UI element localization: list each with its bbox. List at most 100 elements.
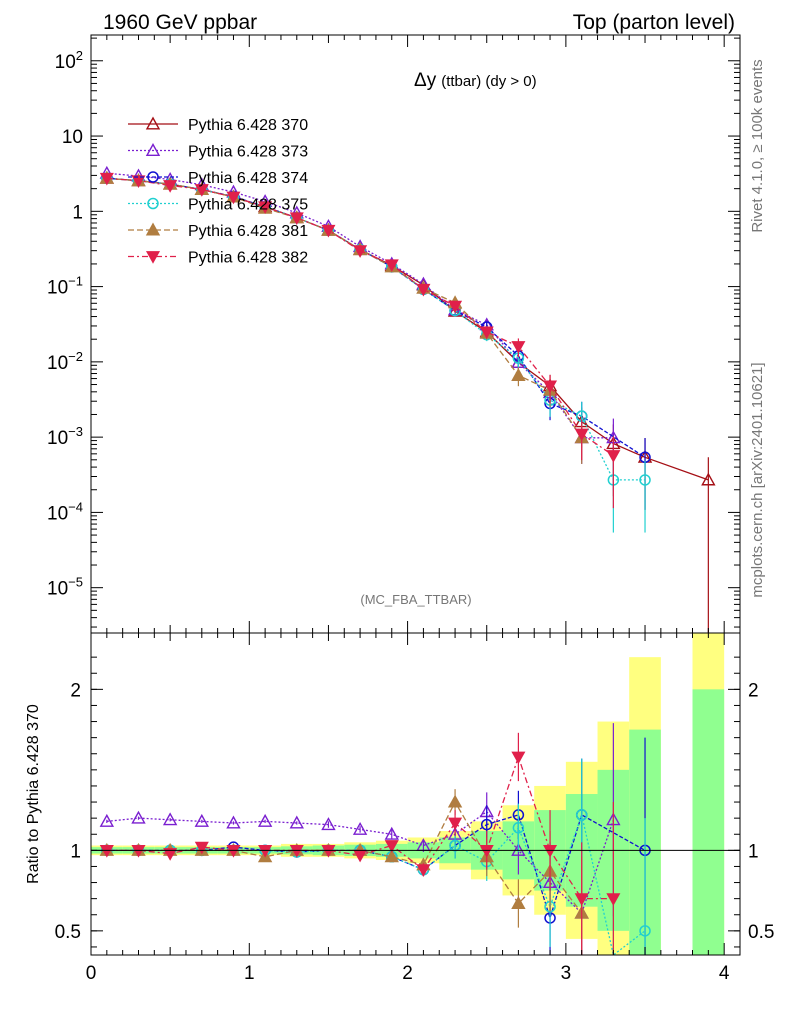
series-1 [99,165,621,491]
analysis-watermark: (MC_FBA_TTBAR) [360,592,471,607]
data-point [448,300,463,314]
main-y-tick-exponent: −4 [68,499,83,514]
data-point [416,283,431,297]
ratio-data-point [384,849,399,863]
legend-label: Pythia 6.428 382 [188,250,308,267]
ratio-data-point [479,844,494,858]
legend-marker [147,171,159,183]
x-tick-label: 3 [561,963,572,984]
main-y-tick-label: 10−5 [47,575,83,600]
main-y-tick-base: 10 [47,579,68,600]
ratio-data-point [131,810,146,824]
data-point [479,326,494,340]
main-y-tick-label: 102 [55,48,83,73]
plot-title-symbol: Δy [414,70,437,91]
ratio-y-tick-label-right: 1 [748,841,759,862]
ratio-data-point [575,809,588,821]
ratio-frame [90,632,741,956]
legend-marker [147,197,159,210]
data-point [226,191,241,205]
series-line [106,177,583,439]
ratio-data-point [448,817,463,831]
x-tick-label: 1 [244,963,255,984]
series-line [106,172,614,439]
ratio-ylabel: Ratio to Pythia 6.428 370 [25,704,42,884]
ratio-data-point [384,840,399,853]
main-y-tick-label: 10−3 [47,424,83,449]
ratio-data-point [511,842,526,856]
legend-marker [145,222,161,236]
x-tick-label: 0 [86,963,97,984]
legend-label: Pythia 6.428 370 [188,117,308,134]
ratio-data-point [131,844,146,858]
main-y-tick-base: 10 [55,52,76,73]
header-right-title: Top (parton level) [573,11,735,34]
ratio-y-tick-label-right: 2 [748,680,759,701]
ratio-data-point [321,844,336,858]
main-y-tick-exponent: −1 [68,274,83,289]
series-2 [101,172,651,510]
data-point [258,201,273,214]
ratio-data-point [639,925,651,937]
data-point [606,450,621,463]
main-y-tick-base: 10 [47,278,68,299]
ratio-data-point [512,822,525,834]
main-y-tick-base: 1 [72,202,83,223]
main-y-tick-exponent: −3 [68,424,83,439]
ratio-data-point [574,893,589,906]
main-y-tick-label: 10 [62,127,83,148]
data-point [543,380,558,394]
main-y-tick-label: 1 [72,202,83,223]
main-y-tick-base: 10 [47,503,68,524]
main-y-tick-label: 10−1 [47,274,83,299]
series-4 [99,170,589,464]
data-point [574,428,589,442]
series-line [106,177,614,457]
header-left-title: 1960 GeV ppbar [103,11,257,34]
ratio-data-point [511,751,526,765]
ratio-data-point [447,794,463,808]
rivet-version-label: Rivet 4.1.0, ≥ 100k events [749,59,766,232]
data-point [163,180,178,193]
ratio-series-4 [99,732,621,955]
data-point [353,245,368,258]
ratio-data-point [258,844,273,858]
ratio-data-point [384,826,399,840]
ratio-data-point [511,896,526,909]
series-5 [99,172,621,509]
ratio-data-point [606,893,621,906]
main-y-tick-label: 10−2 [47,349,83,374]
ratio-series-line [106,810,615,915]
ratio-data-point [543,844,558,858]
ratio-data-point [352,821,368,835]
ratio-data-point [194,841,209,855]
main-y-tick-base: 10 [47,353,68,374]
ratio-panel: 0.5 0.5 1 1 2 2 0 1 2 3 4 Ratio to Pythia 6.428 37… [25,632,774,984]
legend-marker [145,143,161,157]
main-y-tick-exponent: −5 [68,575,83,590]
legend-label: Pythia 6.428 375 [188,197,308,214]
data-point [384,259,399,272]
ratio-data-point [226,815,241,829]
data-point [511,368,526,381]
ratio-data-point [289,815,304,829]
ratio-data-point [163,848,178,861]
ratio-y-tick-label-right: 0.5 [748,922,774,943]
mcplots-source-label: mcplots.cern.ch [arXiv:2401.10621] [749,362,766,597]
ratio-data-point [480,818,493,831]
main-y-tick-exponent: 2 [76,48,83,63]
ratio-data-point [226,844,241,858]
ratio-y-tick-label: 0.5 [55,922,81,943]
data-point [321,224,336,238]
legend-marker [145,251,161,264]
plot-title-main: (ttbar) (dy > 0) [441,73,536,90]
ratio-data-point [99,813,115,827]
ratio-data-point [321,817,336,831]
ratio-data-point [257,813,273,827]
main-y-tick-base: 10 [62,127,83,148]
ratio-data-point [99,844,114,858]
series-3 [101,172,651,533]
legend-label: Pythia 6.428 373 [188,144,308,161]
